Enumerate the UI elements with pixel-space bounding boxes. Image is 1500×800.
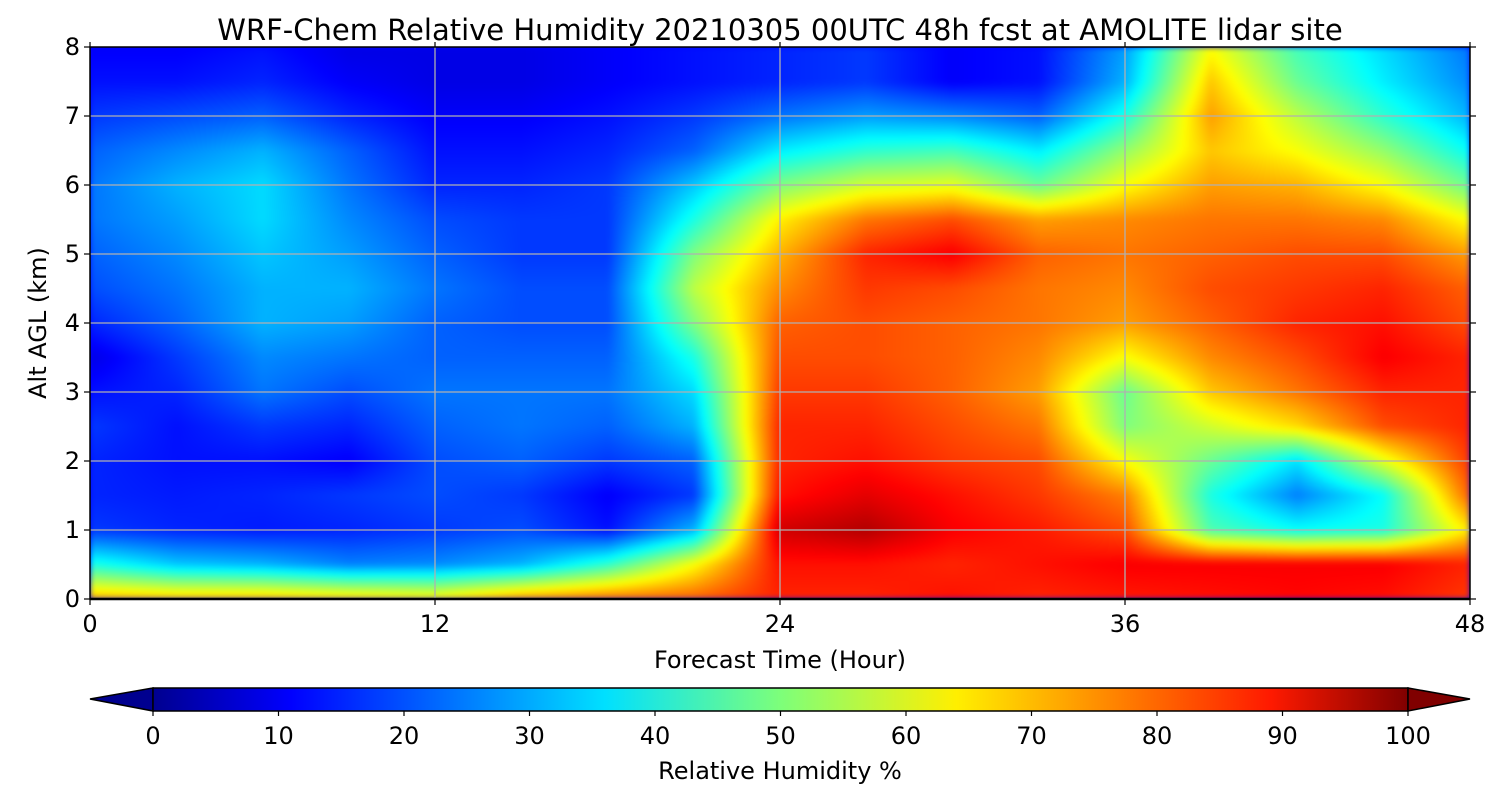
y-tick-label: 2: [65, 447, 80, 475]
chart-title: WRF-Chem Relative Humidity 20210305 00UT…: [217, 13, 1342, 47]
colorbar-tick-label: 90: [1267, 722, 1298, 750]
x-tick-label: 12: [420, 610, 451, 638]
y-tick-label: 3: [65, 378, 80, 406]
colorbar-tick-label: 50: [765, 722, 796, 750]
y-tick-label: 7: [65, 102, 80, 130]
x-tick-label: 24: [765, 610, 796, 638]
y-tick-label: 6: [65, 171, 80, 199]
colorbar-ticks: 0 10 20 30 40 50 60 70 80 90 100: [145, 711, 1431, 750]
colorbar-tick-label: 10: [263, 722, 294, 750]
y-tick-label: 1: [65, 516, 80, 544]
colorbar: 0 10 20 30 40 50 60 70 80 90 100 Relative Humidity…: [89, 687, 1471, 785]
colorbar-tick-label: 70: [1016, 722, 1047, 750]
y-tick-label: 4: [65, 309, 80, 337]
x-axis: 0 12 24 36 48: [82, 42, 1485, 638]
colorbar-tick-label: 30: [514, 722, 545, 750]
colorbar-tick-label: 80: [1142, 722, 1173, 750]
x-axis-label: Forecast Time (Hour): [654, 646, 906, 674]
x-tick-label: 36: [1110, 610, 1141, 638]
y-tick-label: 8: [65, 33, 80, 61]
colorbar-extend-high: [1407, 687, 1471, 712]
colorbar-tick-label: 100: [1385, 722, 1431, 750]
colorbar-tick-label: 0: [145, 722, 160, 750]
colorbar-label: Relative Humidity %: [658, 757, 902, 785]
y-axis: 0 1 2 3 4 5 6 7 8: [65, 33, 1476, 613]
colorbar-extend-low: [89, 687, 154, 712]
y-tick-label: 5: [65, 240, 80, 268]
colorbar-tick-label: 20: [389, 722, 420, 750]
y-axis-label: Alt AGL (km): [24, 247, 52, 399]
plot-area: [89, 46, 1471, 601]
colorbar-tick-label: 60: [891, 722, 922, 750]
grid-lines: [90, 47, 1470, 599]
x-tick-label: 0: [82, 610, 97, 638]
x-tick-label: 48: [1455, 610, 1486, 638]
colorbar-tick-label: 40: [640, 722, 671, 750]
colorbar-gradient: [152, 687, 1409, 712]
y-tick-label: 0: [65, 585, 80, 613]
